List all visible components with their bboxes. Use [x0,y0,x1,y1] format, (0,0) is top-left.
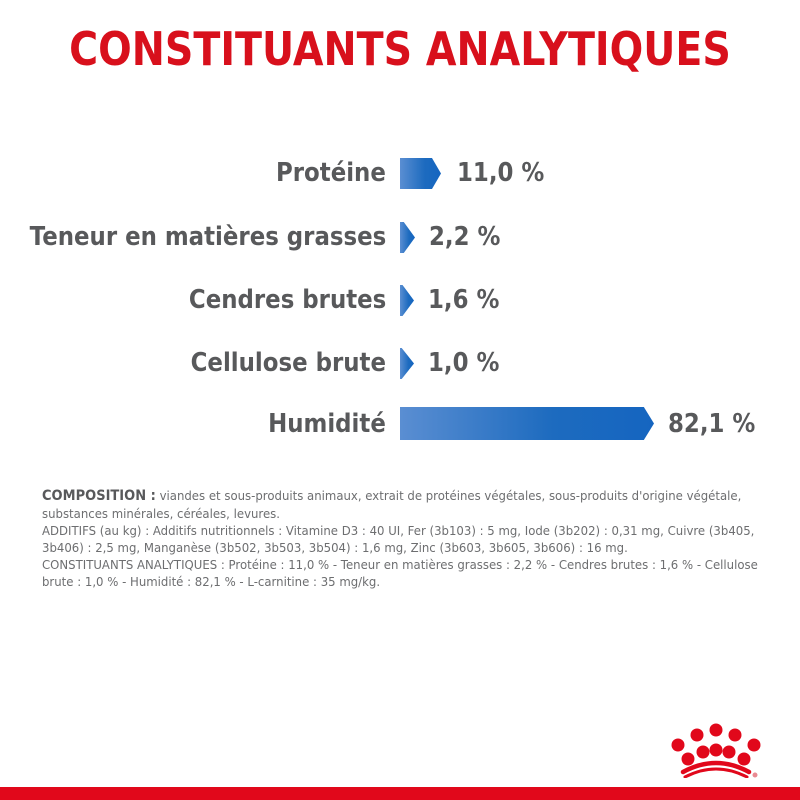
bar-cellulose-brute [400,348,414,379]
analytical-paragraph: CONSTITUANTS ANALYTIQUES : Protéine : 11… [42,557,758,589]
chart-row-proteine: Protéine 11,0 % [0,153,800,193]
composition-paragraph: COMPOSITION : viandes et sous-produits a… [42,487,772,522]
row-label: Humidité [268,409,386,439]
row-value: 1,6 % [428,285,500,315]
row-value: 11,0 % [457,158,545,188]
chart-row-cendres-brutes: Cendres brutes 1,6 % [0,280,800,320]
row-label: Protéine [276,158,386,188]
bar-proteine [400,158,441,189]
chart-row-humidite: Humidité 82,1 % [0,404,800,444]
bottom-red-band [0,787,800,800]
bar-humidite [400,407,654,440]
composition-text: viandes et sous-produits animaux, extrai… [42,488,742,521]
composition-heading: COMPOSITION : [42,488,156,504]
page-title: CONSTITUANTS ANALYTIQUES [69,22,731,76]
row-value: 2,2 % [429,222,501,252]
additives-paragraph: ADDITIFS (au kg) : Additifs nutritionnel… [42,523,755,555]
row-value: 1,0 % [428,348,500,378]
bar-cendres-brutes [400,285,414,316]
bar-matieres-grasses [400,222,415,253]
row-value: 82,1 % [668,409,756,439]
crown-icon [671,723,761,778]
chart-row-cellulose-brute: Cellulose brute 1,0 % [0,343,800,383]
chart-row-matieres-grasses: Teneur en matières grasses 2,2 % [0,217,800,257]
row-label: Cendres brutes [188,285,386,315]
row-label: Cellulose brute [190,348,386,378]
row-label: Teneur en matières grasses [29,222,386,252]
composition-block: COMPOSITION : viandes et sous-produits a… [42,487,772,590]
